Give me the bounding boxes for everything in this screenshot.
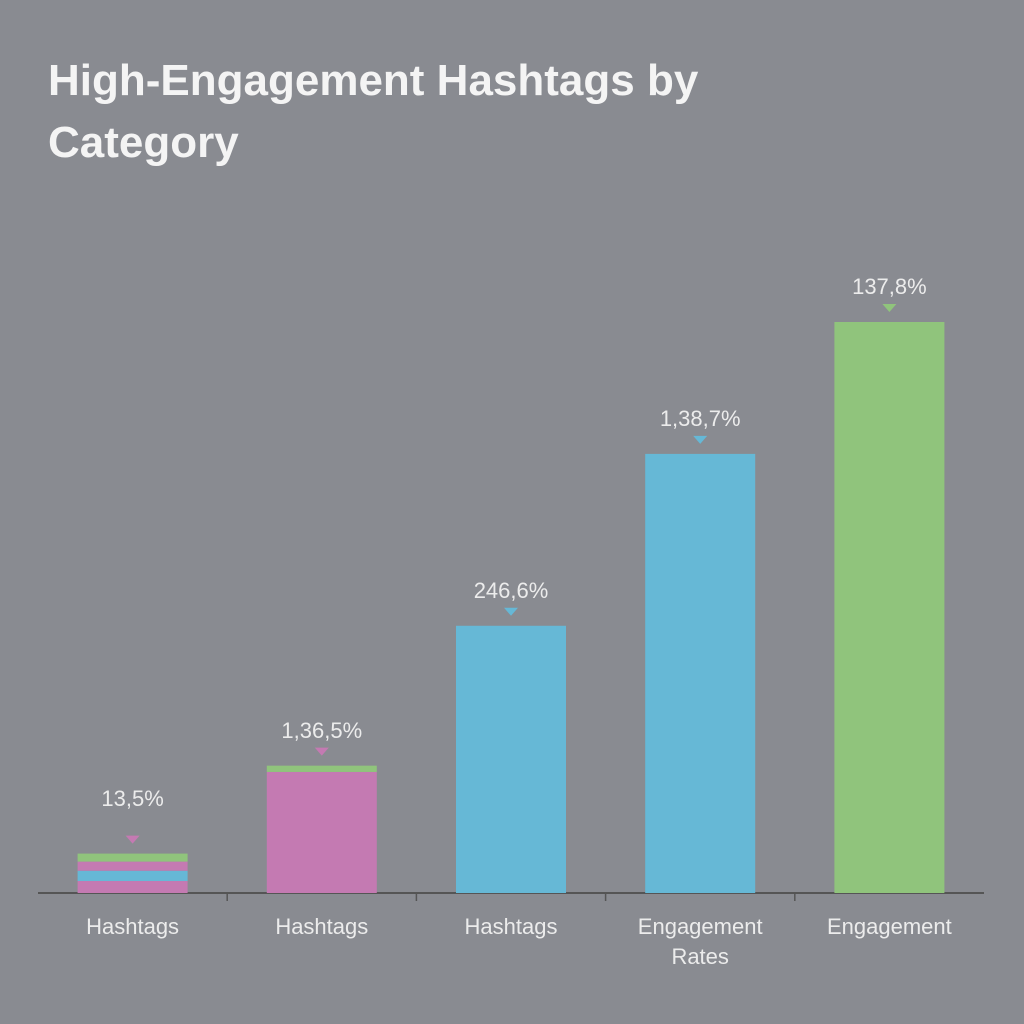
- value-label: 246,6%: [473, 577, 549, 603]
- x-tick-label: Hashtags: [464, 914, 558, 939]
- x-tick-label: Hashtags: [86, 914, 180, 939]
- bar-segment: [77, 881, 188, 893]
- chart-title: High-Engagement Hashtags by Category: [48, 56, 699, 167]
- bar-segment: [77, 870, 188, 882]
- x-tick-label: Engagement Rates: [637, 914, 763, 969]
- x-tick-label: Hashtags: [275, 914, 369, 939]
- value-label: 13,5%: [101, 785, 164, 811]
- label-marker: [693, 435, 708, 444]
- bar-segment: [77, 861, 188, 871]
- bar-segment: [266, 765, 377, 772]
- label-marker: [314, 747, 329, 756]
- bar-segment: [645, 453, 756, 893]
- label-marker: [504, 607, 518, 616]
- bar-segment: [266, 771, 377, 893]
- value-label: 1,36,5%: [281, 717, 363, 743]
- bar-segment: [834, 322, 945, 893]
- x-tick-label: Engagement: [827, 914, 952, 939]
- bar-segment: [77, 853, 188, 862]
- value-label: 1,38,7%: [659, 405, 741, 431]
- label-marker: [882, 304, 897, 312]
- label-marker: [125, 835, 140, 844]
- bar-segment: [456, 625, 566, 893]
- value-label: 137,8%: [852, 274, 927, 299]
